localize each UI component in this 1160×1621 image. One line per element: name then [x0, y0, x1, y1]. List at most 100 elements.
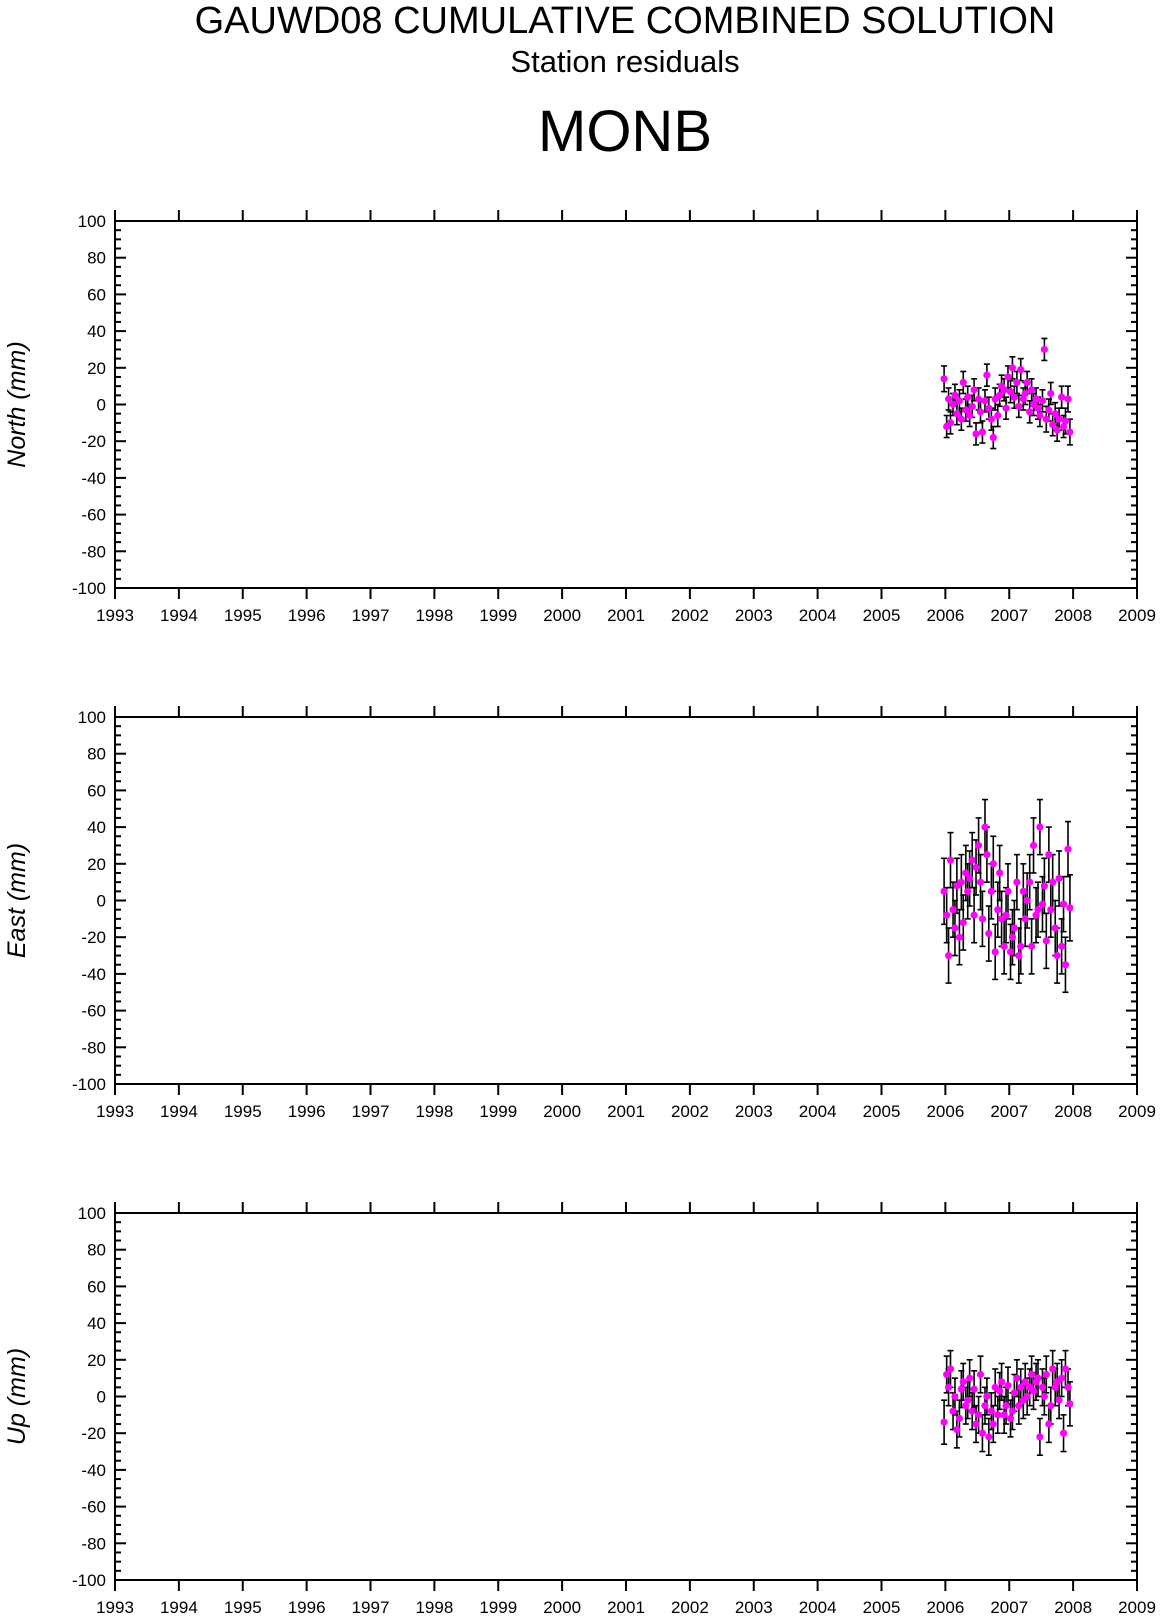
data-point: [981, 397, 989, 405]
data-point: [1055, 1396, 1063, 1404]
data-point: [1034, 906, 1042, 914]
y-tick-label: 60: [87, 1277, 106, 1296]
data-point: [974, 841, 983, 850]
data-point: [1004, 887, 1012, 895]
station-name: MONB: [538, 99, 712, 164]
data-point: [994, 411, 1002, 420]
data-point: [1045, 851, 1053, 859]
data-point: [1006, 948, 1015, 956]
data-point: [940, 375, 948, 383]
data-point: [996, 391, 1004, 399]
y-tick-label: 60: [87, 781, 106, 800]
y-tick-label: -40: [81, 1461, 106, 1480]
data-point: [1061, 961, 1070, 969]
data-point: [949, 400, 957, 409]
data-point: [989, 1420, 997, 1428]
y-tick-label: -60: [81, 1002, 106, 1021]
data-point: [966, 874, 974, 883]
data-point: [972, 863, 980, 872]
data-point: [1058, 393, 1066, 401]
data-point: [1040, 1392, 1048, 1401]
x-tick-label: 2007: [990, 1598, 1028, 1617]
data-point: [994, 1411, 1002, 1419]
data-point: [959, 918, 967, 927]
data-point: [1066, 428, 1074, 436]
data-point: [940, 1418, 948, 1426]
x-tick-label: 1994: [160, 1102, 198, 1121]
data-point: [962, 1402, 970, 1410]
chart-title: GAUWD08 CUMULATIVE COMBINED SOLUTION: [194, 0, 1056, 42]
x-tick-label: 2004: [799, 1102, 837, 1121]
y-tick-label: -80: [81, 1534, 106, 1553]
data-point: [1028, 942, 1036, 950]
data-point: [1000, 942, 1008, 950]
data-point: [1029, 1387, 1038, 1395]
plot-panel-2: 100 80 60 40 20 0 -20 -40 -60 -80 -100 1993 1994 1995…: [3, 706, 1156, 1121]
data-point: [1015, 402, 1023, 410]
data-point: [1036, 1433, 1044, 1441]
y-tick-label: 0: [97, 1388, 106, 1407]
y-tick-label: 20: [87, 855, 106, 874]
y-tick-label: 100: [78, 212, 106, 231]
x-tick-label: 1996: [288, 606, 326, 625]
data-point: [1017, 942, 1025, 950]
data-point: [1023, 378, 1031, 387]
x-tick-label: 2001: [607, 1598, 645, 1617]
data-point: [955, 397, 964, 405]
data-point: [1032, 911, 1040, 919]
data-point: [1004, 373, 1012, 381]
data-point: [1051, 410, 1059, 418]
data-point: [964, 887, 972, 895]
y-tick-label: -60: [81, 1498, 106, 1517]
data-point: [996, 869, 1004, 877]
x-tick-label: 2001: [607, 1102, 645, 1121]
data-point: [976, 878, 985, 886]
data-point: [968, 1407, 976, 1415]
y-tick-label: 40: [87, 818, 106, 837]
data-point: [978, 1429, 987, 1437]
plot-panel-3: 100 80 60 40 20 0 -20 -40 -60 -80 -100 1993 1994 1995…: [3, 1202, 1156, 1617]
data-point: [976, 1370, 985, 1379]
data-point: [943, 1370, 951, 1379]
y-tick-label: 20: [87, 359, 106, 378]
data-point: [1028, 1370, 1036, 1379]
data-point: [1047, 906, 1055, 914]
x-tick-label: 1996: [288, 1102, 326, 1121]
x-tick-label: 1995: [224, 1102, 262, 1121]
data-point: [1006, 388, 1015, 396]
x-tick-label: 1998: [415, 606, 453, 625]
data-point: [1021, 1378, 1029, 1386]
data-point: [1036, 411, 1044, 420]
data-point: [987, 415, 995, 423]
chart-subtitle: Station residuals: [510, 44, 740, 79]
x-tick-label: 2006: [926, 606, 964, 625]
y-tick-label: 80: [87, 1241, 106, 1260]
data-point: [1021, 915, 1029, 923]
x-tick-label: 2008: [1054, 606, 1092, 625]
data-point: [1006, 1414, 1015, 1423]
data-point: [1042, 937, 1050, 945]
data-point: [1017, 366, 1025, 374]
x-tick-label: 1999: [479, 1102, 517, 1121]
y-tick-label: -60: [81, 506, 106, 525]
y-tick-label: 80: [87, 745, 106, 764]
x-tick-label: 1997: [352, 606, 390, 625]
data-point: [981, 823, 989, 831]
data-point: [1045, 1420, 1053, 1428]
data-point: [1049, 878, 1057, 886]
x-tick-label: 2002: [671, 606, 709, 625]
x-tick-label: 2002: [671, 1102, 709, 1121]
data-point: [968, 856, 976, 864]
data-point: [957, 878, 965, 886]
y-axis-label: East (mm): [3, 843, 31, 958]
x-tick-label: 2001: [607, 606, 645, 625]
data-point: [1028, 386, 1036, 394]
x-tick-label: 1993: [96, 1598, 134, 1617]
data-point: [1049, 1365, 1057, 1373]
x-tick-label: 1997: [352, 1598, 390, 1617]
data-point: [991, 948, 999, 956]
x-tick-label: 2003: [735, 1598, 773, 1617]
x-tick-label: 2006: [926, 1102, 964, 1121]
data-point: [1040, 345, 1048, 354]
